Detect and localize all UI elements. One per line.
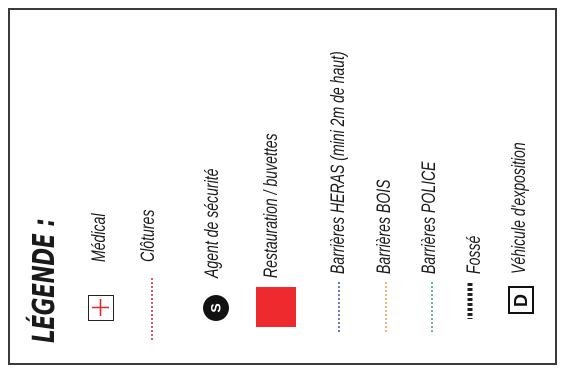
legend-label-vehicle: Véhicule d'exposition	[509, 142, 530, 274]
heras-dotted-line-icon	[337, 282, 341, 337]
legend-label-fences: Clôtures	[138, 209, 159, 262]
legend-label-medical: Médical	[89, 213, 110, 262]
legend-label-wood: Barrières BOIS	[374, 179, 395, 274]
legend-title: LÉGENDE :	[27, 218, 62, 343]
vehicle-box-icon: D	[508, 286, 534, 314]
legend-label-security: Agent de sécurité	[202, 168, 223, 278]
legend-label-heras: Barrières HERAS (mini 2m de haut)	[328, 51, 349, 275]
ditch-dashed-line-icon	[466, 283, 474, 324]
security-agent-circle-icon: S	[203, 295, 229, 321]
legend-frame	[8, 8, 557, 365]
medical-cross-icon	[88, 295, 114, 321]
fence-dotted-line-icon	[150, 278, 154, 347]
legend-label-food: Restauration / buvettes	[261, 133, 282, 278]
wood-dotted-line-icon	[384, 282, 388, 337]
legend-label-police: Barrières POLICE	[419, 161, 440, 274]
police-dotted-line-icon	[430, 282, 434, 337]
legend-label-ditch: Fossé	[464, 235, 485, 274]
food-square-icon	[256, 287, 296, 327]
